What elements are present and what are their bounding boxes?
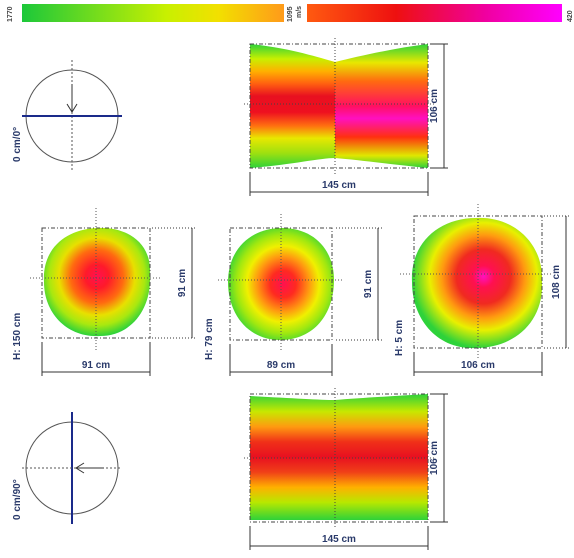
orientation-compass-bottom: 0 cm/90°: [12, 412, 122, 524]
scale-max-label: 1770: [7, 6, 14, 22]
scale-min-label: 420: [567, 10, 574, 22]
scale-mid-label: 1095: [287, 6, 294, 22]
cross-section-2: 89 cm 91 cm H: 79 cm: [204, 214, 382, 376]
color-scale: 1770 1095 m/s 420: [7, 4, 574, 22]
top-orientation-label: 0 cm/0°: [12, 127, 23, 162]
top-height-label: 106 cm: [429, 89, 440, 123]
section-1-width-label: 91 cm: [82, 360, 110, 371]
top-length-label: 145 cm: [322, 180, 356, 191]
color-scale-low-bar: [22, 4, 284, 22]
orientation-compass-top: 0 cm/0°: [12, 60, 122, 172]
section-2-width-label: 89 cm: [267, 360, 295, 371]
cross-section-3: 106 cm 108 cm H: 5 cm: [394, 204, 570, 376]
top-longitudinal-view: 145 cm 106 cm: [244, 38, 448, 196]
section-1-height-label: H: 150 cm: [12, 313, 23, 360]
bottom-length-label: 145 cm: [322, 534, 356, 545]
bottom-longitudinal-view: 145 cm 106 cm: [244, 388, 448, 550]
scale-unit-label: m/s: [296, 6, 303, 18]
cross-section-1: 91 cm 91 cm H: 150 cm: [12, 208, 196, 376]
section-1-depth-label: 91 cm: [177, 269, 188, 297]
section-2-height-label: H: 79 cm: [204, 318, 215, 360]
section-2-depth-label: 91 cm: [363, 270, 374, 298]
section-3-height-label: H: 5 cm: [394, 320, 405, 356]
section-3-width-label: 106 cm: [461, 360, 495, 371]
bottom-orientation-label: 0 cm/90°: [12, 479, 23, 520]
bottom-height-label: 106 cm: [429, 441, 440, 475]
section-3-depth-label: 108 cm: [551, 265, 562, 299]
color-scale-high-bar: [307, 4, 562, 22]
